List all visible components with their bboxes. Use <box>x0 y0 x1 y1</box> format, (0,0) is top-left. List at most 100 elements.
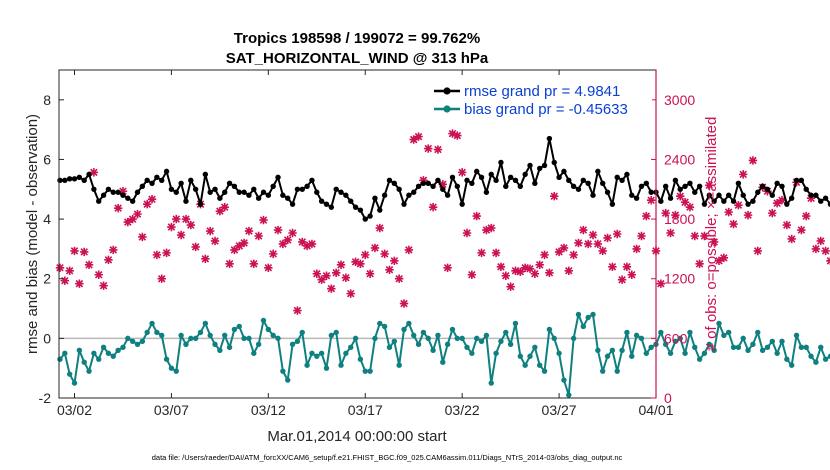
y-right-tick-label: 1200 <box>664 271 695 287</box>
obs-marker <box>583 239 593 249</box>
obs-marker <box>598 246 607 256</box>
rmse-point <box>444 192 451 198</box>
obs-marker <box>254 231 263 241</box>
obs-marker <box>152 250 162 260</box>
obs-marker <box>259 215 268 225</box>
bias-point <box>672 338 679 345</box>
rmse-point <box>750 198 756 204</box>
obs-marker <box>133 209 142 219</box>
bias-point <box>498 338 504 345</box>
rmse-point <box>813 192 819 198</box>
obs-marker <box>128 214 137 224</box>
bias-point <box>246 335 252 342</box>
rmse-point <box>318 198 325 204</box>
rmse-point <box>721 198 727 204</box>
chart-title-line1: Tropics 198598 / 199072 = 99.762% <box>234 30 480 47</box>
rmse-point <box>551 159 557 166</box>
rmse-point <box>687 180 693 187</box>
rmse-point <box>440 186 446 192</box>
rmse-point <box>294 186 301 192</box>
bias-point <box>541 368 548 374</box>
bias-point <box>570 335 577 342</box>
bias-point <box>532 344 538 351</box>
obs-marker <box>564 266 573 275</box>
y-left-tick-label: 8 <box>43 92 51 108</box>
obs-marker <box>511 266 520 275</box>
rmse-point <box>231 183 238 189</box>
obs-marker <box>467 270 477 279</box>
rmse-point <box>556 174 562 181</box>
bias-point <box>149 320 155 327</box>
obs-marker <box>613 229 622 239</box>
obs-marker <box>608 262 617 271</box>
rmse-point <box>493 177 499 184</box>
rmse-series <box>57 135 830 222</box>
bias-point <box>280 368 286 374</box>
obs-marker <box>424 144 433 153</box>
bias-point <box>91 350 97 356</box>
obs-marker <box>361 250 370 260</box>
y-left-tick-label: 0 <box>43 330 51 346</box>
obs-marker <box>235 241 244 251</box>
bias-point <box>285 377 291 383</box>
bias-point <box>96 356 102 362</box>
obs-marker <box>462 228 472 238</box>
legend: rmse grand pr = 4.9841 bias grand pr = -… <box>428 80 652 122</box>
rmse-point <box>609 201 616 207</box>
rmse-point <box>144 177 150 184</box>
bias-point <box>740 335 746 342</box>
obs-marker <box>176 230 186 240</box>
obs-marker <box>627 270 636 279</box>
rmse-point <box>784 201 790 207</box>
rmse-point <box>541 162 548 169</box>
rmse-point <box>396 186 402 192</box>
bias-point <box>522 362 528 368</box>
obs-marker <box>322 271 331 280</box>
rmse-point <box>755 189 761 195</box>
rmse-point <box>96 198 102 204</box>
bias-point <box>755 329 761 336</box>
obs-marker <box>802 211 811 221</box>
obs-marker <box>201 254 210 264</box>
obs-marker <box>709 237 719 247</box>
obs-marker <box>142 199 152 209</box>
rmse-point <box>575 186 582 192</box>
obs-marker <box>516 267 525 276</box>
obs-marker <box>404 245 414 255</box>
bias-point <box>687 329 693 336</box>
rmse-point <box>643 180 650 187</box>
rmse-point <box>401 201 407 207</box>
rmse-point <box>730 198 737 204</box>
bias-point <box>289 341 296 348</box>
bias-point <box>459 335 465 342</box>
rmse-point <box>338 189 344 195</box>
bias-point <box>813 359 819 365</box>
rmse-point <box>764 186 771 192</box>
bias-point <box>188 335 194 342</box>
bias-point <box>222 332 228 339</box>
obs-marker <box>714 256 724 266</box>
rmse-point <box>735 180 742 187</box>
bias-point <box>134 341 141 348</box>
rmse-point <box>372 195 378 201</box>
bias-point <box>377 320 383 327</box>
obs-marker <box>491 248 501 258</box>
obs-marker <box>210 236 220 246</box>
obs-marker <box>472 211 481 221</box>
obs-marker <box>123 217 133 227</box>
rmse-point <box>328 204 335 210</box>
bias-point <box>110 353 116 359</box>
bias-point <box>764 344 771 351</box>
obs-marker <box>622 262 632 271</box>
obs-marker <box>99 281 108 290</box>
rmse-point <box>677 186 683 192</box>
obs-marker <box>138 232 147 242</box>
bias-point <box>212 341 218 348</box>
y-right-tick-label: 1800 <box>664 211 695 227</box>
obs-marker <box>89 168 99 177</box>
rmse-point <box>168 186 175 192</box>
rmse-point <box>357 207 364 213</box>
rmse-point <box>212 186 218 192</box>
bias-point <box>614 368 620 374</box>
obs-marker <box>351 257 360 267</box>
